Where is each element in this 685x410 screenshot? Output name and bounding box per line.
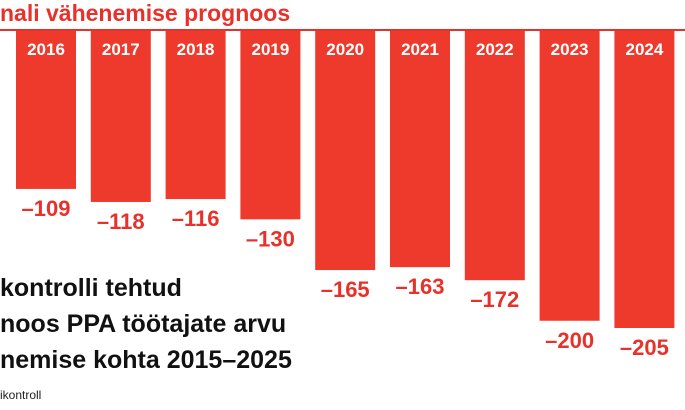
bars-group: 2016 –109 2017 –118 2018 –116 2019 –130 2020 –165… (16, 31, 675, 360)
tick-label-2016: 2016 (27, 40, 65, 59)
bar-2022 (464, 31, 525, 281)
tick-label-2021: 2021 (401, 40, 439, 59)
caption-line-2: noos PPA töötajate arvu (0, 310, 287, 338)
value-label-2018: –116 (172, 206, 220, 231)
bar-2016 (16, 31, 76, 189)
value-label-2021: –163 (396, 274, 445, 299)
value-label-2016: –109 (22, 196, 71, 221)
source-credit: ikontroll (0, 388, 42, 402)
tick-label-2023: 2023 (551, 40, 589, 59)
value-label-2017: –118 (97, 209, 145, 234)
tick-label-2022: 2022 (476, 40, 514, 59)
bar-2020 (315, 31, 376, 271)
value-label-2022: –172 (470, 287, 519, 312)
caption-line-1: kontrolli tehtud (0, 274, 182, 302)
tick-label-2018: 2018 (177, 40, 215, 59)
value-label-2020: –165 (321, 277, 370, 302)
bar-2019 (240, 31, 301, 220)
bar-2023 (539, 31, 600, 321)
chart-title: nali vähenemise prognoos (0, 0, 291, 26)
tick-label-2019: 2019 (251, 40, 289, 59)
bar-2018 (165, 31, 226, 200)
caption-line-3: nemise kohta 2015–2025 (0, 346, 292, 374)
tick-label-2020: 2020 (326, 40, 364, 59)
tick-label-2024: 2024 (625, 40, 663, 59)
value-label-2023: –200 (545, 328, 594, 353)
chart-caption: kontrolli tehtud noos PPA töötajate arvu… (0, 270, 292, 378)
tick-label-2017: 2017 (102, 40, 140, 59)
bar-2024 (614, 31, 675, 328)
value-label-2024: –205 (620, 335, 669, 360)
bar-2021 (390, 31, 450, 268)
value-label-2019: –130 (246, 226, 295, 251)
bar-2017 (90, 31, 151, 202)
